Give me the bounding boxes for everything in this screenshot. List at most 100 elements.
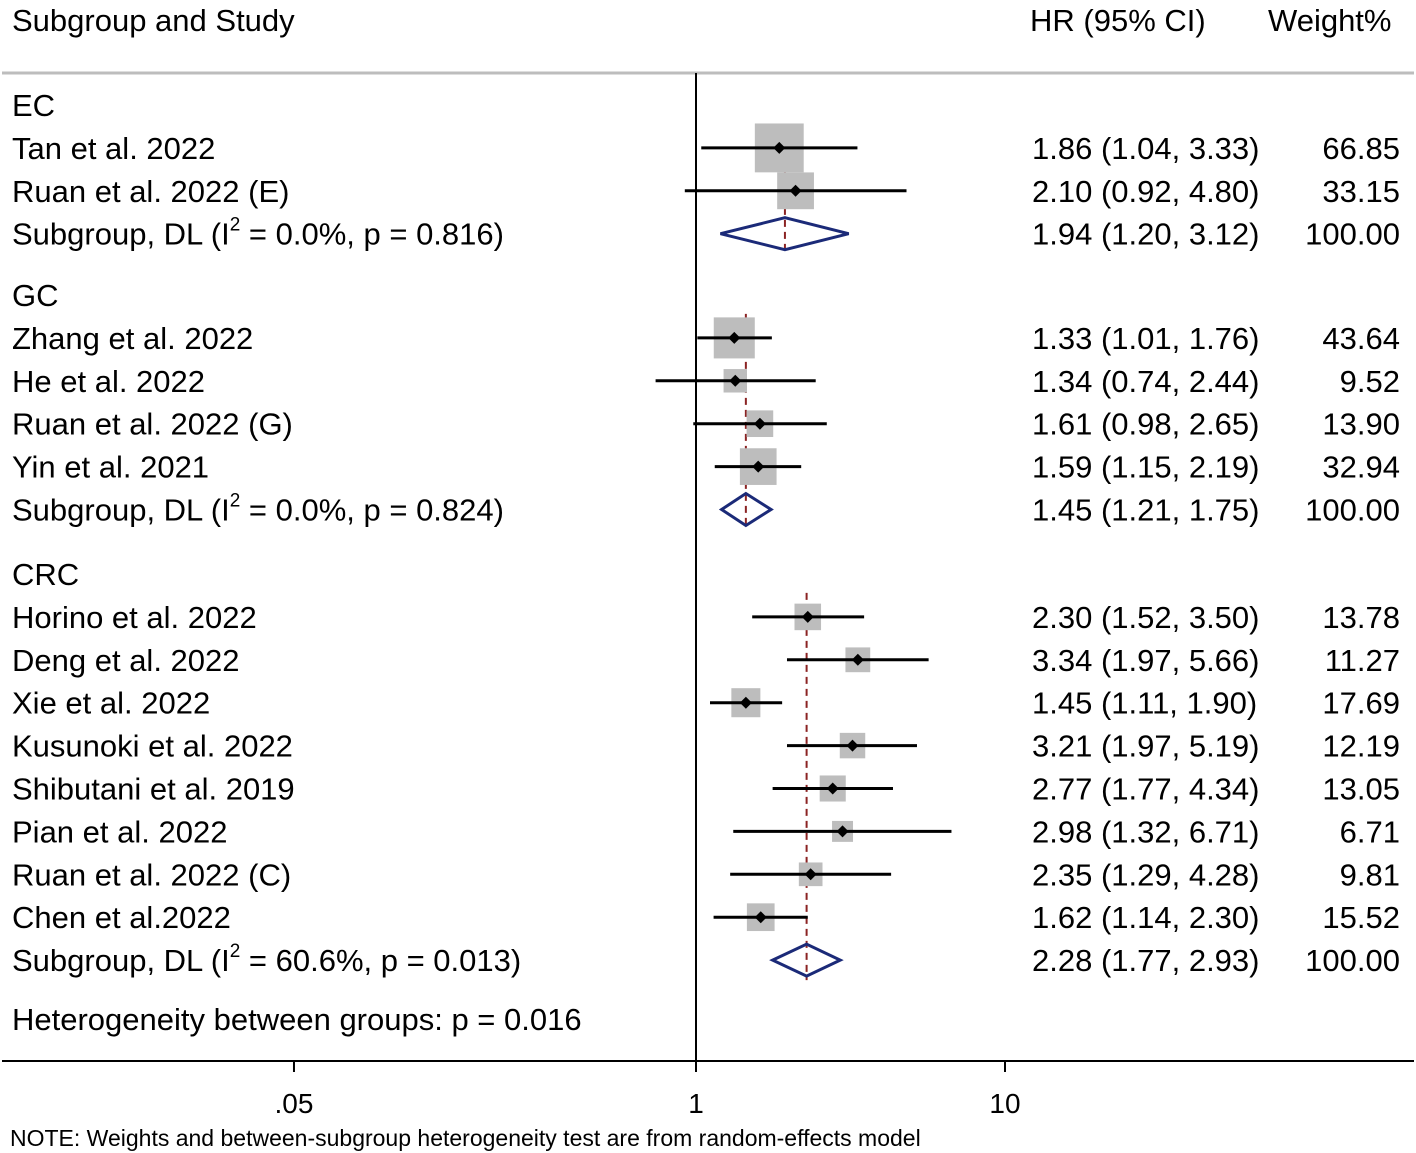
summary-label-superscript: 2 <box>230 941 241 962</box>
summary-label-text: Subgroup, DL (I <box>12 493 230 528</box>
study-name: Zhang et al. 2022 <box>12 321 253 356</box>
header-study-column: Subgroup and Study <box>12 3 295 38</box>
x-axis-ticks: .05 1 10 <box>275 1061 1021 1119</box>
study-row: Tan et al. 2022 1.86 (1.04, 3.33) 66.85 <box>12 123 1400 173</box>
hr-ci-value: 2.98 (1.32, 6.71) <box>1032 814 1260 849</box>
footnote: NOTE: Weights and between-subgroup heter… <box>10 1125 921 1151</box>
study-name: Yin et al. 2021 <box>12 450 209 485</box>
header-hr-column: HR (95% CI) <box>1030 3 1206 38</box>
header-weight-column: Weight% <box>1268 3 1392 38</box>
weight-label: Weight <box>1268 3 1364 38</box>
x-tick-label: 1 <box>688 1088 704 1119</box>
study-row: Yin et al. 2021 1.59 (1.15, 2.19) 32.94 <box>12 448 1400 485</box>
weight-value: 13.78 <box>1322 600 1400 635</box>
study-row: Ruan et al. 2022 (G) 1.61 (0.98, 2.65) 13.… <box>12 407 1400 442</box>
point-estimate <box>846 739 859 752</box>
study-name: Ruan et al. 2022 (C) <box>12 857 291 892</box>
hr-ci-value: 2.10 (0.92, 4.80) <box>1032 174 1260 209</box>
study-name: Kusunoki et al. 2022 <box>12 729 293 764</box>
point-estimate <box>728 331 741 344</box>
subgroup-crc: CRC Horino et al. 2022 2.30 (1.52, 3.50) 13… <box>12 557 1400 981</box>
hr-ci-value: 1.45 (1.21, 1.75) <box>1032 493 1260 528</box>
subgroup-heading: CRC <box>12 557 79 592</box>
study-name: Ruan et al. 2022 (E) <box>12 174 289 209</box>
summary-label-text: Subgroup, DL (I <box>12 217 230 252</box>
weight-value: 33.15 <box>1322 174 1400 209</box>
point-estimate <box>789 184 802 197</box>
study-row: Ruan et al. 2022 (E) 2.10 (0.92, 4.80) 33.… <box>12 172 1400 210</box>
hr-ci-value: 1.62 (1.14, 2.30) <box>1032 900 1260 935</box>
study-name: Pian et al. 2022 <box>12 814 227 849</box>
study-row: Zhang et al. 2022 1.33 (1.01, 1.76) 43.64 <box>12 317 1400 359</box>
subgroup-ec: EC Tan et al. 2022 1.86 (1.04, 3.33) 66.85 R… <box>12 88 1400 254</box>
weight-value: 17.69 <box>1322 686 1400 721</box>
hr-ci-value: 3.34 (1.97, 5.66) <box>1032 643 1260 678</box>
study-row: Xie et al. 2022 1.45 (1.11, 1.90) 17.69 <box>12 686 1400 721</box>
hr-ci-value: 2.30 (1.52, 3.50) <box>1032 600 1260 635</box>
hr-ci-value: 2.35 (1.29, 4.28) <box>1032 857 1260 892</box>
weight-value: 100.00 <box>1305 217 1400 252</box>
hr-ci-value: 3.21 (1.97, 5.19) <box>1032 729 1260 764</box>
study-row: Ruan et al. 2022 (C) 2.35 (1.29, 4.28) 9.8… <box>12 857 1400 892</box>
weight-value: 12.19 <box>1322 729 1400 764</box>
hr-ci-value: 1.86 (1.04, 3.33) <box>1032 131 1260 166</box>
summary-label-text: = 0.0%, p = 0.816) <box>240 217 504 252</box>
summary-label-superscript: 2 <box>230 215 241 236</box>
study-row: Shibutani et al. 2019 2.77 (1.77, 4.34) 13… <box>12 772 1400 807</box>
study-row: Kusunoki et al. 2022 3.21 (1.97, 5.19) 12.… <box>12 729 1400 764</box>
subgroup-summary-row: Subgroup, DL (I2 = 0.0%, p = 0.824) 1.45 … <box>12 491 1400 528</box>
subgroup-summary-row: Subgroup, DL (I2 = 60.6%, p = 0.013) 2.28… <box>12 941 1400 978</box>
pooled-diamond <box>720 216 850 252</box>
weight-value: 13.05 <box>1322 772 1400 807</box>
study-name: He et al. 2022 <box>12 364 205 399</box>
summary-label-text: Subgroup, DL (I <box>12 943 230 978</box>
weight-value: 43.64 <box>1322 321 1400 356</box>
weight-value: 13.90 <box>1322 407 1400 442</box>
point-estimate <box>801 610 814 623</box>
hr-ci-value: 1.59 (1.15, 2.19) <box>1032 450 1260 485</box>
study-name: Tan et al. 2022 <box>12 131 215 166</box>
point-estimate <box>739 696 752 709</box>
study-name: Horino et al. 2022 <box>12 600 257 635</box>
study-name: Xie et al. 2022 <box>12 686 210 721</box>
point-estimate <box>753 417 766 430</box>
x-tick-label: 10 <box>989 1088 1020 1119</box>
pooled-diamond <box>769 942 844 978</box>
study-name: Ruan et al. 2022 (G) <box>12 407 293 442</box>
subgroup-heading: GC <box>12 278 59 313</box>
hr-ci-value: 2.77 (1.77, 4.34) <box>1032 772 1260 807</box>
summary-label-text: = 60.6%, p = 0.013) <box>240 943 521 978</box>
study-row: Horino et al. 2022 2.30 (1.52, 3.50) 13.78 <box>12 600 1400 635</box>
pooled-diamond <box>718 491 774 528</box>
subgroup-gc: GC Zhang et al. 2022 1.33 (1.01, 1.76) 43.6… <box>12 278 1400 530</box>
x-tick-label: .05 <box>275 1088 314 1119</box>
point-estimate <box>752 460 765 473</box>
subgroup-summary-label: Subgroup, DL (I2 = 60.6%, p = 0.013) <box>12 941 521 978</box>
point-estimate <box>836 825 849 838</box>
study-name: Chen et al.2022 <box>12 900 231 935</box>
subgroup-summary-row: Subgroup, DL (I2 = 0.0%, p = 0.816) 1.94 … <box>12 215 1400 252</box>
study-row: Deng et al. 2022 3.34 (1.97, 5.66) 11.27 <box>12 643 1400 678</box>
subgroup-summary-label: Subgroup, DL (I2 = 0.0%, p = 0.816) <box>12 215 504 252</box>
hr-ci-value: 1.45 (1.11, 1.90) <box>1032 686 1257 721</box>
weight-unit: % <box>1364 3 1392 38</box>
study-name: Shibutani et al. 2019 <box>12 772 295 807</box>
point-estimate <box>804 868 817 881</box>
point-estimate <box>773 141 786 154</box>
weight-value: 100.00 <box>1305 943 1400 978</box>
weight-value: 32.94 <box>1322 450 1400 485</box>
weight-value: 9.81 <box>1340 857 1400 892</box>
point-estimate <box>826 782 839 795</box>
hr-ci-value: 1.61 (0.98, 2.65) <box>1032 407 1260 442</box>
summary-label-superscript: 2 <box>230 491 241 512</box>
study-row: Chen et al.2022 1.62 (1.14, 2.30) 15.52 <box>12 900 1400 935</box>
weight-value: 100.00 <box>1305 493 1400 528</box>
weight-value: 15.52 <box>1322 900 1400 935</box>
weight-value: 6.71 <box>1340 814 1400 849</box>
study-name: Deng et al. 2022 <box>12 643 240 678</box>
weight-value: 66.85 <box>1322 131 1400 166</box>
point-estimate <box>754 911 767 924</box>
subgroup-heading: EC <box>12 88 55 123</box>
hr-ci-value: 1.34 (0.74, 2.44) <box>1032 364 1260 399</box>
